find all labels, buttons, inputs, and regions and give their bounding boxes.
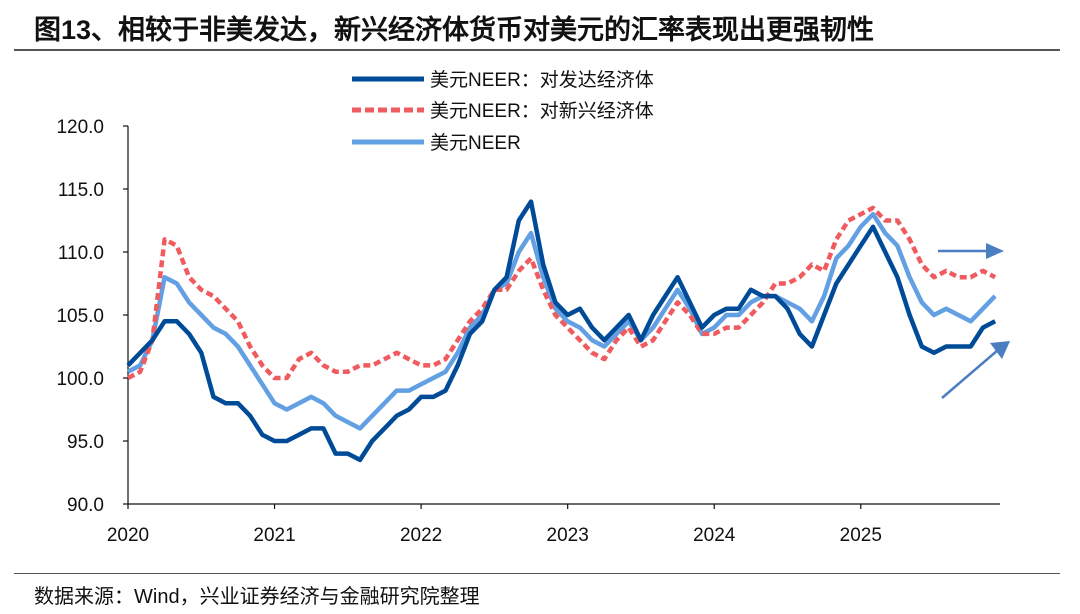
x-tick-label: 2025 (840, 525, 882, 546)
arrow-flat-head-icon (986, 243, 1004, 259)
source-note: 数据来源：Wind，兴业证券经济与金融研究院整理 (34, 586, 480, 608)
x-tick-label: 2024 (693, 525, 736, 546)
y-tick-label: 95.0 (67, 432, 104, 453)
legend-label-2: 美元NEER (430, 132, 521, 154)
axes: 90.0 95.0 100.0 105.0 110.0 115.0 120.0 2020 202… (56, 117, 1000, 546)
annotation-arrows (938, 243, 1010, 399)
arrow-up-icon (941, 349, 999, 399)
x-tick-label: 2022 (400, 525, 442, 546)
x-tick-label: 2023 (547, 525, 589, 546)
arrow-up-head-icon (990, 341, 1010, 359)
y-tick-label: 100.0 (56, 369, 104, 390)
series-line-1 (126, 205, 997, 381)
legend-label-0: 美元NEER：对发达经济体 (430, 69, 654, 91)
title-divider (14, 49, 1060, 51)
y-tick-label: 120.0 (56, 117, 104, 138)
y-tick-label: 115.0 (58, 180, 104, 201)
x-tick-label: 2020 (107, 525, 149, 546)
x-tick-label: 2021 (253, 525, 295, 546)
source-divider (14, 573, 1060, 574)
legend-label-1: 美元NEER：对新兴经济体 (430, 100, 654, 122)
series-group (126, 199, 997, 463)
series-line-0 (126, 199, 997, 463)
y-tick-label: 105.0 (56, 306, 104, 327)
series-line-2 (126, 211, 997, 431)
y-tick-label: 110.0 (58, 243, 104, 264)
figure-title: 图13、相较于非美发达，新兴经济体货币对美元的汇率表现出更强韧性 (34, 15, 875, 45)
y-tick-label: 90.0 (67, 495, 104, 516)
